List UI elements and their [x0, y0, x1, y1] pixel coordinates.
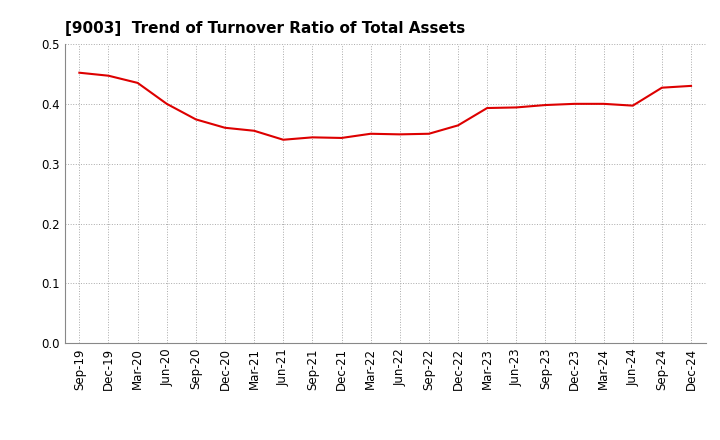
Text: [9003]  Trend of Turnover Ratio of Total Assets: [9003] Trend of Turnover Ratio of Total … [65, 21, 465, 36]
